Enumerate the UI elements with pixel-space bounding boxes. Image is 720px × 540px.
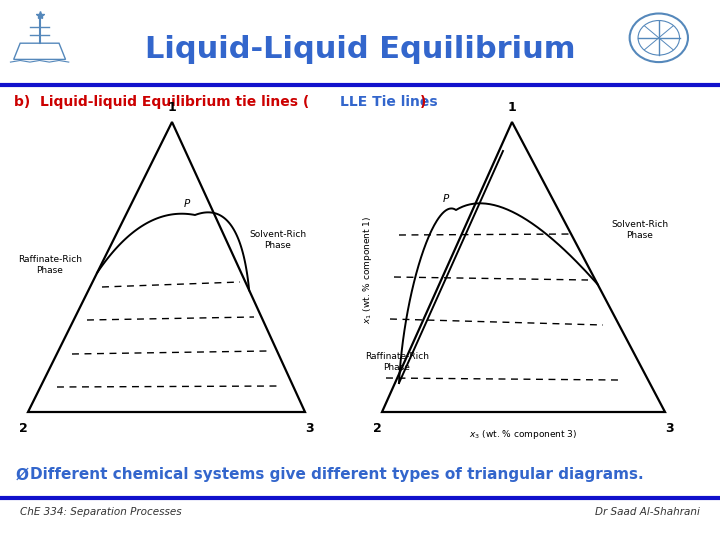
- Text: Different chemical systems give different types of triangular diagrams.: Different chemical systems give differen…: [30, 468, 644, 483]
- Text: 1: 1: [508, 101, 516, 114]
- Text: b)  Liquid-liquid Equilibrium tie lines (: b) Liquid-liquid Equilibrium tie lines (: [14, 95, 310, 109]
- Text: Raffinate-Rich
Phase: Raffinate-Rich Phase: [365, 352, 429, 372]
- Text: Dr Saad Al-Shahrani: Dr Saad Al-Shahrani: [595, 507, 700, 517]
- Text: Liquid-Liquid Equilibrium: Liquid-Liquid Equilibrium: [145, 36, 575, 64]
- Text: ChE 334: Separation Processes: ChE 334: Separation Processes: [20, 507, 181, 517]
- Text: Ø: Ø: [16, 468, 29, 483]
- Text: 3: 3: [306, 422, 315, 435]
- Text: P: P: [443, 194, 449, 204]
- Text: P: P: [184, 199, 190, 209]
- Text: Solvent-Rich
Phase: Solvent-Rich Phase: [611, 220, 669, 240]
- Text: 2: 2: [373, 422, 382, 435]
- Text: 3: 3: [666, 422, 675, 435]
- Text: LLE Tie lines: LLE Tie lines: [340, 95, 438, 109]
- Text: 2: 2: [19, 422, 27, 435]
- Text: 1: 1: [168, 101, 176, 114]
- Text: $x_3$ (wt. % component 3): $x_3$ (wt. % component 3): [469, 428, 577, 441]
- Text: ): ): [420, 95, 426, 109]
- Text: Raffinate-Rich
Phase: Raffinate-Rich Phase: [18, 255, 82, 275]
- Text: Solvent-Rich
Phase: Solvent-Rich Phase: [249, 230, 307, 249]
- Text: $x_1$ (wt. % component 1): $x_1$ (wt. % component 1): [361, 216, 374, 324]
